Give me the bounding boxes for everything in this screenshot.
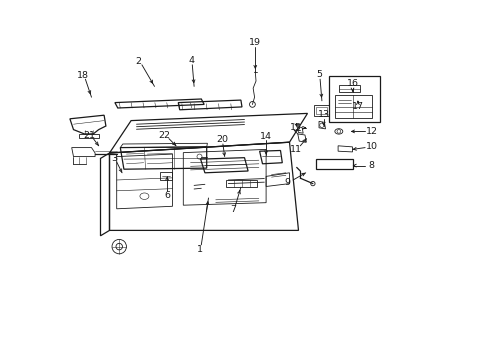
Text: 19: 19 <box>249 38 261 47</box>
Text: 9: 9 <box>284 177 290 186</box>
Text: 14: 14 <box>260 132 271 141</box>
Text: 2: 2 <box>135 57 142 66</box>
Text: 17: 17 <box>351 102 363 111</box>
Text: 22: 22 <box>158 131 170 140</box>
Text: 12: 12 <box>365 127 377 136</box>
Text: 21: 21 <box>83 131 95 140</box>
Text: 10: 10 <box>365 143 377 152</box>
Text: 16: 16 <box>346 80 358 89</box>
Bar <box>328 76 379 122</box>
Text: 20: 20 <box>216 135 227 144</box>
Text: 3: 3 <box>110 154 117 163</box>
Text: 5: 5 <box>316 71 322 80</box>
Text: 6: 6 <box>164 190 170 199</box>
Text: 8: 8 <box>368 161 374 170</box>
Text: 7: 7 <box>230 205 236 214</box>
Text: 18: 18 <box>77 71 89 80</box>
Text: 11: 11 <box>289 145 302 154</box>
Text: 15: 15 <box>289 123 301 132</box>
Text: 1: 1 <box>197 244 203 253</box>
Text: 4: 4 <box>188 56 194 65</box>
Text: 13: 13 <box>317 110 329 119</box>
